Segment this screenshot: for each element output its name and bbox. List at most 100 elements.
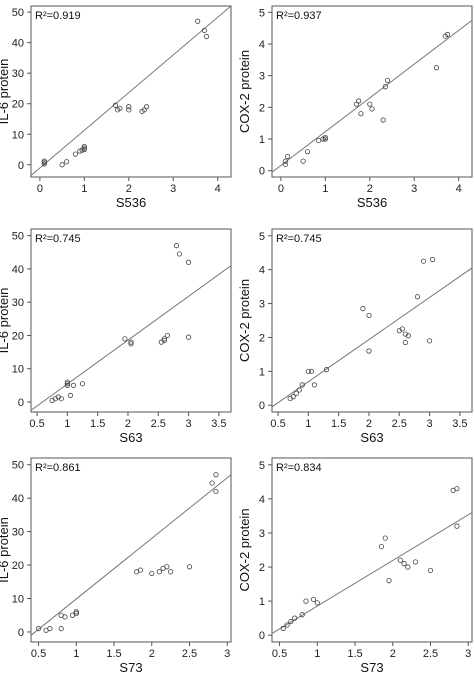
regression-line	[31, 6, 231, 176]
data-point	[67, 392, 73, 398]
plot-frame	[30, 228, 232, 413]
y-axis-label: IL-6 protein	[0, 517, 11, 583]
x-tick-label: 3	[170, 183, 176, 195]
x-tick-label: 2	[390, 648, 396, 660]
data-point	[380, 117, 386, 123]
data-point	[367, 101, 373, 107]
data-point	[128, 339, 134, 345]
x-tick-label: 2.5	[151, 418, 166, 430]
data-point	[358, 111, 364, 117]
data-point	[52, 396, 58, 402]
x-tick-label: 3.5	[452, 418, 467, 430]
y-tick-label: 20	[12, 99, 24, 111]
data-point	[158, 339, 164, 345]
data-point	[201, 27, 207, 34]
r-squared-label: R²=0.745	[35, 233, 81, 245]
x-tick-label: 1	[314, 648, 320, 660]
x-tick-label: 1	[73, 648, 79, 660]
chart-panel-3: 0 10 20 30 40 50 0.5 1 1.5 2 2.5 3 3.5 S63 IL-6 protei…	[0, 228, 232, 445]
x-tick-label: 2	[366, 418, 372, 430]
data-point	[164, 332, 170, 339]
x-tick-label: 2.5	[392, 418, 407, 430]
y-tick-label: 2	[259, 102, 265, 114]
regression-line	[272, 512, 472, 634]
y-tick-label: 30	[12, 527, 24, 539]
data-point	[58, 396, 64, 402]
data-point	[81, 146, 87, 153]
data-point	[185, 334, 192, 340]
data-point	[311, 382, 318, 388]
data-point	[47, 626, 53, 632]
data-point	[209, 480, 215, 486]
y-tick-label: 10	[12, 129, 24, 141]
data-point	[173, 243, 180, 249]
data-point	[213, 488, 219, 495]
y-tick-label: 0	[259, 630, 265, 642]
data-point	[384, 77, 391, 84]
data-point	[284, 622, 290, 628]
data-point	[399, 326, 405, 332]
chart-panel-4: 0 1 2 3 4 5 0.5 1 1.5 2 2.5 3 3.5 S63 COX-2 protein R²=…	[237, 228, 473, 445]
data-point	[401, 561, 407, 567]
chart-panel-2: 0 1 2 3 4 5 0 1 2 3 4 S536 COX-2 protein R²=0.937	[237, 5, 473, 210]
plot-frame	[271, 228, 473, 413]
x-tick-label: 2	[367, 183, 373, 195]
r-squared-label: R²=0.745	[276, 233, 322, 245]
data-point	[454, 523, 460, 529]
data-point	[299, 382, 305, 388]
data-point	[73, 610, 79, 617]
x-axis-label: S63	[119, 430, 142, 445]
x-tick-label: 2	[149, 648, 155, 660]
y-tick-label: 4	[259, 265, 265, 277]
y-tick-label: 2	[259, 562, 265, 574]
data-point	[79, 381, 86, 387]
data-point	[186, 564, 193, 570]
data-point	[62, 614, 68, 620]
chart-panel-1: 0 10 20 30 40 50 0 1 2 3 4 S536 IL-6 protein R²=0.919	[0, 5, 232, 210]
x-tick-label: 1	[322, 183, 328, 195]
regression-line	[272, 19, 472, 173]
data-point	[117, 105, 123, 111]
data-point	[126, 107, 132, 113]
data-point	[161, 336, 167, 342]
data-point	[444, 31, 451, 38]
data-point	[366, 348, 372, 354]
y-tick-label: 40	[12, 493, 24, 505]
y-tick-label: 4	[259, 39, 265, 51]
data-point	[353, 101, 360, 107]
data-point	[128, 341, 134, 347]
data-point	[402, 339, 408, 346]
data-point	[137, 567, 144, 573]
data-point	[164, 564, 170, 570]
y-axis-label: COX-2 protein	[237, 279, 252, 362]
data-point	[41, 161, 47, 167]
regression-line	[31, 474, 231, 636]
x-tick-label: 0.5	[29, 418, 44, 430]
data-point	[412, 559, 418, 565]
x-tick-label: 3	[224, 648, 230, 660]
y-axis-label: IL-6 protein	[0, 288, 11, 354]
data-point	[426, 338, 433, 344]
x-tick-label: 3.5	[211, 418, 226, 430]
x-axis-label: S63	[360, 430, 383, 445]
data-point	[382, 535, 388, 541]
data-point	[308, 368, 314, 374]
y-tick-label: 1	[259, 366, 265, 378]
data-point	[58, 626, 64, 632]
data-point	[63, 159, 70, 165]
x-tick-label: 0.5	[272, 648, 287, 660]
y-tick-label: 30	[12, 68, 24, 80]
y-tick-label: 0	[259, 166, 265, 178]
x-tick-label: 1.5	[90, 418, 105, 430]
data-point	[64, 382, 70, 388]
data-point	[310, 596, 317, 603]
plot-frame	[271, 5, 473, 178]
y-tick-label: 30	[12, 297, 24, 309]
data-point	[161, 337, 167, 344]
y-tick-label: 20	[12, 560, 24, 572]
data-point	[282, 161, 288, 167]
y-tick-label: 10	[12, 364, 24, 376]
y-tick-label: 0	[18, 627, 24, 639]
data-point	[304, 149, 311, 155]
